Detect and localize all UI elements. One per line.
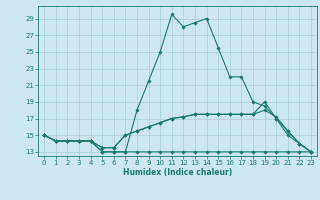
X-axis label: Humidex (Indice chaleur): Humidex (Indice chaleur) [123,168,232,177]
